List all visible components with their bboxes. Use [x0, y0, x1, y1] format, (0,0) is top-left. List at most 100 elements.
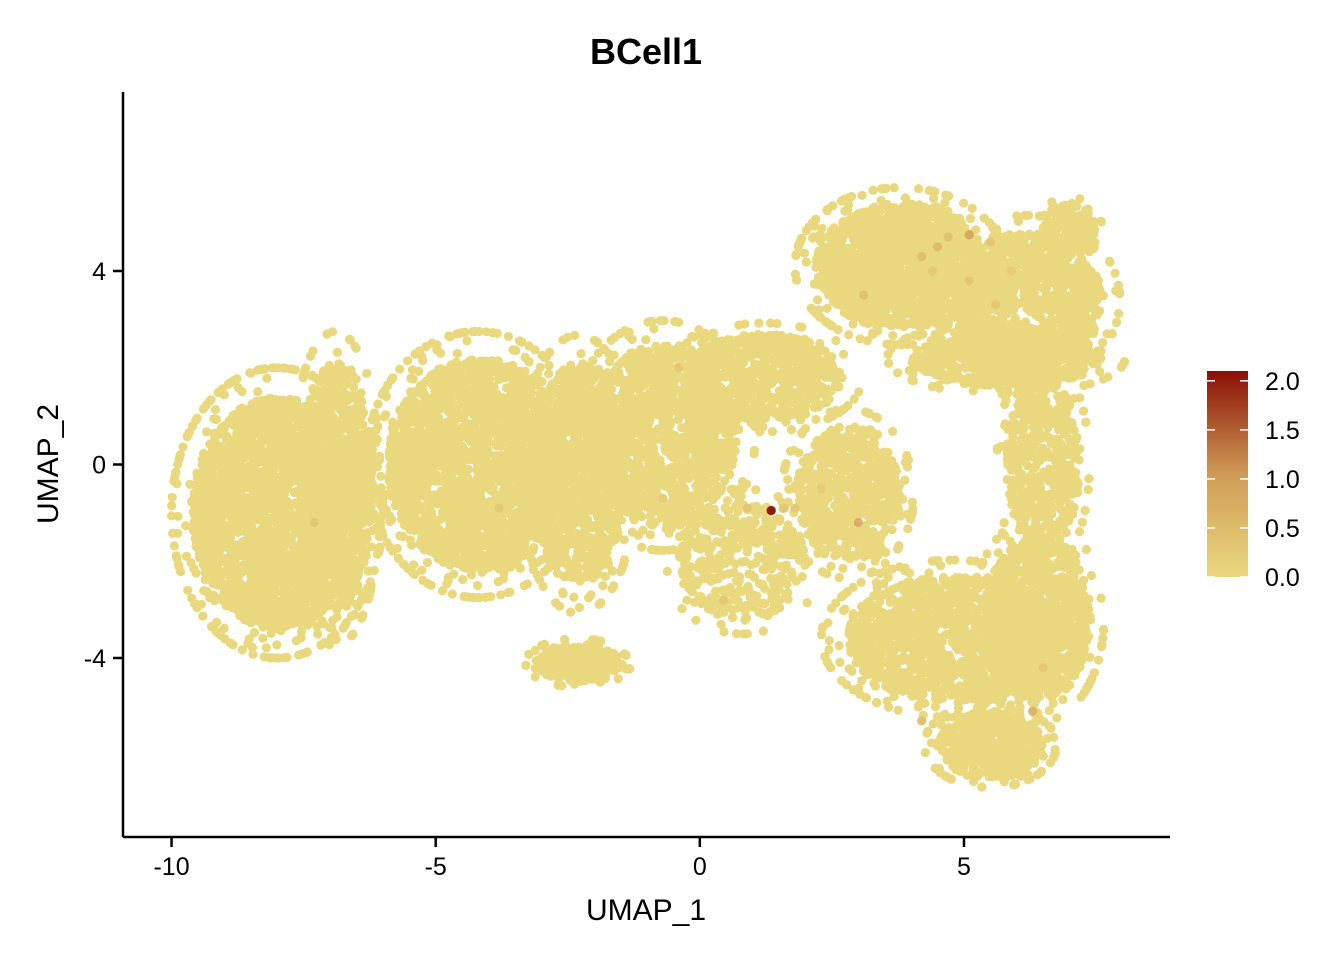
- cell-point: [447, 589, 457, 599]
- cell-point: [229, 375, 239, 385]
- cell-point: [259, 652, 269, 662]
- cell-point: [458, 574, 468, 585]
- cell-point: [286, 456, 296, 466]
- cell-point: [436, 348, 446, 358]
- cell-point: [348, 629, 358, 640]
- cell-point: [228, 587, 238, 597]
- cell-point: [281, 417, 291, 427]
- cell-point: [367, 463, 378, 473]
- cell-point: [168, 528, 178, 539]
- cell-point: [208, 472, 218, 482]
- cell-point: [327, 327, 338, 337]
- cell-point: [356, 407, 366, 417]
- cell-point: [258, 430, 268, 440]
- cell-point: [452, 348, 462, 359]
- cell-point: [202, 561, 212, 572]
- cell-point: [218, 467, 228, 477]
- cell-point: [253, 387, 263, 397]
- cell-point: [202, 516, 212, 526]
- cell-point: [333, 528, 343, 538]
- cell-point: [259, 454, 269, 464]
- cell-point: [373, 399, 383, 409]
- cell-point: [237, 645, 247, 655]
- cell-point: [321, 469, 332, 479]
- cell-point: [311, 527, 321, 537]
- cell-point: [319, 619, 329, 629]
- cell-point: [372, 549, 382, 559]
- cell-point: [352, 471, 362, 481]
- cell-point: [236, 547, 246, 558]
- cell-point: [204, 451, 214, 461]
- cell-point: [264, 406, 274, 416]
- cell-point: [346, 430, 356, 440]
- cell-point: [360, 509, 371, 519]
- cell-point: [190, 510, 200, 520]
- cell-point: [329, 586, 339, 596]
- cell-point: [317, 484, 328, 494]
- cell-point: [268, 533, 278, 544]
- points-layer: [167, 183, 1130, 792]
- cell-point: [338, 405, 348, 415]
- cell-point: [296, 408, 306, 418]
- cell-point: [395, 364, 405, 374]
- cell-point: [237, 408, 248, 418]
- cell-point: [327, 441, 337, 451]
- cell-point: [208, 543, 218, 553]
- cell-point: [253, 568, 263, 578]
- cell-point: [460, 327, 470, 337]
- cell-point: [225, 638, 235, 648]
- cell-point: [224, 452, 234, 462]
- cell-point: [240, 474, 250, 484]
- cell-point: [284, 536, 294, 546]
- cell-point: [308, 346, 318, 356]
- cell-point: [210, 596, 220, 606]
- cell-point: [319, 370, 329, 380]
- cell-point: [303, 458, 313, 468]
- cell-point: [278, 487, 288, 497]
- cell-point: [503, 331, 513, 341]
- cell-point: [379, 412, 390, 422]
- cell-point: [297, 465, 307, 475]
- cell-point: [281, 583, 291, 593]
- cell-point: [253, 403, 263, 413]
- cell-point: [259, 539, 269, 549]
- cell-point: [294, 551, 304, 561]
- cell-point: [346, 365, 356, 375]
- cell-point: [198, 611, 208, 621]
- cell-point: [264, 415, 274, 426]
- cell-point: [202, 587, 212, 597]
- cell-point: [210, 574, 220, 584]
- cell-point: [206, 395, 216, 405]
- cell-point: [319, 447, 329, 457]
- cell-point: [233, 465, 243, 475]
- cell-point: [343, 543, 353, 553]
- cell-point: [349, 610, 359, 620]
- cell-point: [243, 638, 253, 648]
- cell-point: [271, 397, 281, 408]
- cell-point: [272, 640, 282, 650]
- cell-point: [219, 390, 229, 400]
- cell-point: [271, 424, 281, 434]
- cell-point: [318, 418, 328, 428]
- cell-point: [226, 546, 236, 557]
- cell-point: [254, 413, 264, 423]
- cell-point: [316, 455, 326, 465]
- cell-point: [267, 577, 277, 587]
- cell-point: [407, 365, 417, 375]
- cell-point: [530, 345, 540, 355]
- cell-point: [238, 592, 248, 602]
- cell-point: [327, 623, 337, 633]
- cell-point: [244, 421, 254, 431]
- cell-point: [299, 598, 309, 608]
- cell-point: [309, 385, 319, 396]
- cell-point: [329, 554, 340, 564]
- cell-point: [332, 347, 342, 357]
- cell-point: [295, 585, 305, 596]
- cell-point: [462, 336, 472, 346]
- cell-point: [351, 452, 362, 462]
- cell-point: [231, 432, 242, 442]
- cell-point: [303, 427, 314, 437]
- cell-point: [347, 579, 357, 589]
- cell-point: [257, 598, 267, 609]
- cell-point: [323, 510, 333, 520]
